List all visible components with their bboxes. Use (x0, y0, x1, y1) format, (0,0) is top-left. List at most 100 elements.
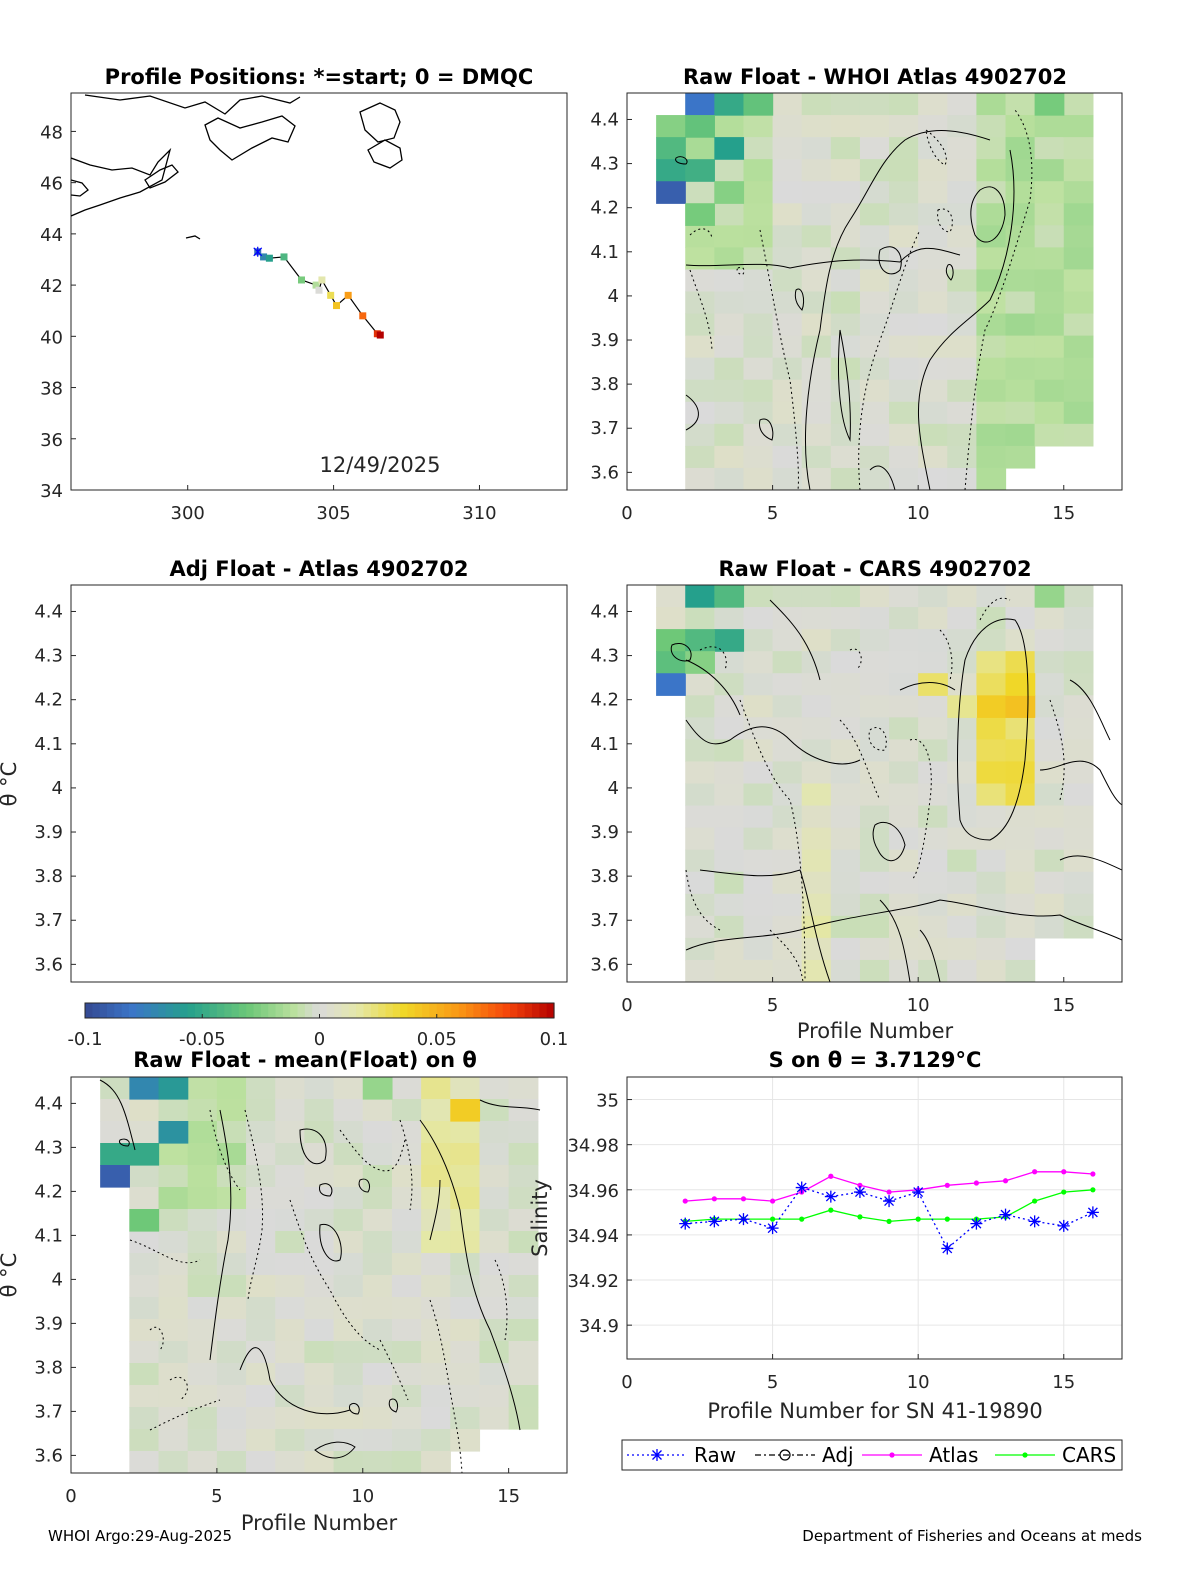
heatmap-cell (976, 915, 1007, 939)
raw-cars-heatmap (656, 585, 1094, 982)
heatmap-cell (1034, 137, 1065, 160)
y-tick-label: 36 (40, 430, 63, 451)
heatmap-cell (947, 893, 978, 917)
profile-position-marker (265, 254, 273, 262)
y-tick-label: 48 (40, 122, 63, 143)
heatmap-cell (743, 871, 774, 895)
series-point-raw (883, 1195, 896, 1208)
colorbar-swatch (92, 1003, 101, 1018)
heatmap-cell (947, 203, 978, 226)
series-point-cars (1090, 1187, 1096, 1193)
raw-mean-title: Raw Float - mean(Float) on θ (133, 1048, 477, 1072)
heatmap-cell (889, 335, 919, 359)
heatmap-cell (830, 203, 861, 226)
heatmap-cell (1063, 93, 1094, 116)
heatmap-cell (830, 761, 861, 785)
heatmap-cell (1034, 401, 1065, 425)
heatmap-cell (714, 761, 745, 785)
heatmap-cell (859, 651, 890, 674)
heatmap-cell (1063, 783, 1094, 807)
heatmap-cell (362, 1297, 393, 1320)
heatmap-cell (772, 739, 803, 763)
colorbar-tick-label: 0.05 (417, 1029, 457, 1050)
heatmap-cell (743, 269, 774, 293)
heatmap-cell (889, 915, 919, 939)
colorbar-swatch (260, 1003, 269, 1018)
heatmap-cell (187, 1165, 218, 1188)
heatmap-cell (685, 695, 715, 718)
heatmap-cell (216, 1341, 247, 1364)
heatmap-cell (1063, 805, 1094, 829)
heatmap-cell (246, 1165, 276, 1188)
legend-marker-raw (651, 1449, 663, 1461)
heatmap-cell (889, 761, 919, 785)
heatmap-cell (391, 1187, 422, 1210)
heatmap-cell (1005, 585, 1036, 608)
heatmap-cell (129, 1385, 160, 1408)
heatmap-cell (275, 1341, 306, 1364)
heatmap-cell (333, 1209, 364, 1232)
heatmap-cell (1005, 269, 1036, 293)
heatmap-cell (801, 313, 832, 337)
heatmap-cell (801, 739, 832, 763)
heatmap-cell (1034, 93, 1065, 116)
heatmap-cell (685, 291, 715, 315)
heatmap-cell (918, 937, 948, 961)
colorbar-swatch (136, 1003, 145, 1018)
heatmap-cell (1034, 335, 1065, 359)
heatmap-cell (275, 1077, 306, 1100)
heatmap-cell (889, 607, 919, 630)
profile-position-marker (359, 312, 367, 320)
heatmap-cell (685, 959, 715, 982)
series-point-cars (944, 1216, 950, 1222)
heatmap-cell (1063, 247, 1094, 271)
heatmap-cell (450, 1143, 481, 1166)
heatmap-cell (772, 805, 803, 829)
heatmap-cell (889, 313, 919, 337)
heatmap-cell (129, 1363, 160, 1386)
colorbar-swatch (290, 1003, 299, 1018)
y-tick-label: 4 (608, 286, 619, 307)
heatmap-cell (187, 1187, 218, 1210)
colorbar-swatch (400, 1003, 409, 1018)
heatmap-cell (685, 93, 715, 116)
heatmap-cell (304, 1209, 335, 1232)
y-tick-label: 3.6 (34, 954, 63, 975)
heatmap-cell (275, 1429, 306, 1452)
y-tick-label: 3.7 (590, 910, 619, 931)
heatmap-cell (450, 1429, 481, 1452)
series-point-atlas (886, 1189, 892, 1195)
heatmap-cell (714, 269, 745, 293)
heatmap-cell (947, 607, 978, 630)
heatmap-cell (1005, 717, 1036, 740)
heatmap-cell (391, 1143, 422, 1166)
heatmap-cell (1063, 313, 1094, 337)
y-tick-label: 35 (596, 1091, 619, 1112)
heatmap-cell (450, 1209, 481, 1232)
heatmap-cell (1034, 313, 1065, 337)
heatmap-cell (479, 1121, 510, 1144)
heatmap-cell (1063, 335, 1094, 359)
series-point-atlas (1061, 1169, 1067, 1175)
legend-label-raw: Raw (694, 1443, 736, 1467)
heatmap-cell (1005, 937, 1036, 961)
heatmap-cell (275, 1451, 306, 1473)
heatmap-cell (1005, 379, 1036, 403)
x-tick-label: 10 (907, 1372, 930, 1393)
series-point-raw (1057, 1219, 1070, 1232)
heatmap-cell (772, 467, 803, 490)
heatmap-cell (685, 203, 715, 226)
y-tick-label: 4.4 (590, 109, 619, 130)
heatmap-cell (1063, 115, 1094, 138)
heatmap-cell (830, 423, 861, 447)
salinity-y-ticks: 34.9 34.92 34.94 34.96 34.98 35 (567, 1091, 632, 1337)
series-point-raw (970, 1217, 983, 1230)
heatmap-cell (1005, 783, 1036, 807)
heatmap-cell (508, 1363, 539, 1386)
heatmap-cell (830, 893, 861, 917)
heatmap-cell (889, 423, 919, 447)
positions-date: 12/49/2025 (319, 453, 440, 477)
colorbar-swatch (246, 1003, 255, 1018)
heatmap-cell (714, 717, 745, 740)
raw-cars-frame (626, 584, 1123, 983)
